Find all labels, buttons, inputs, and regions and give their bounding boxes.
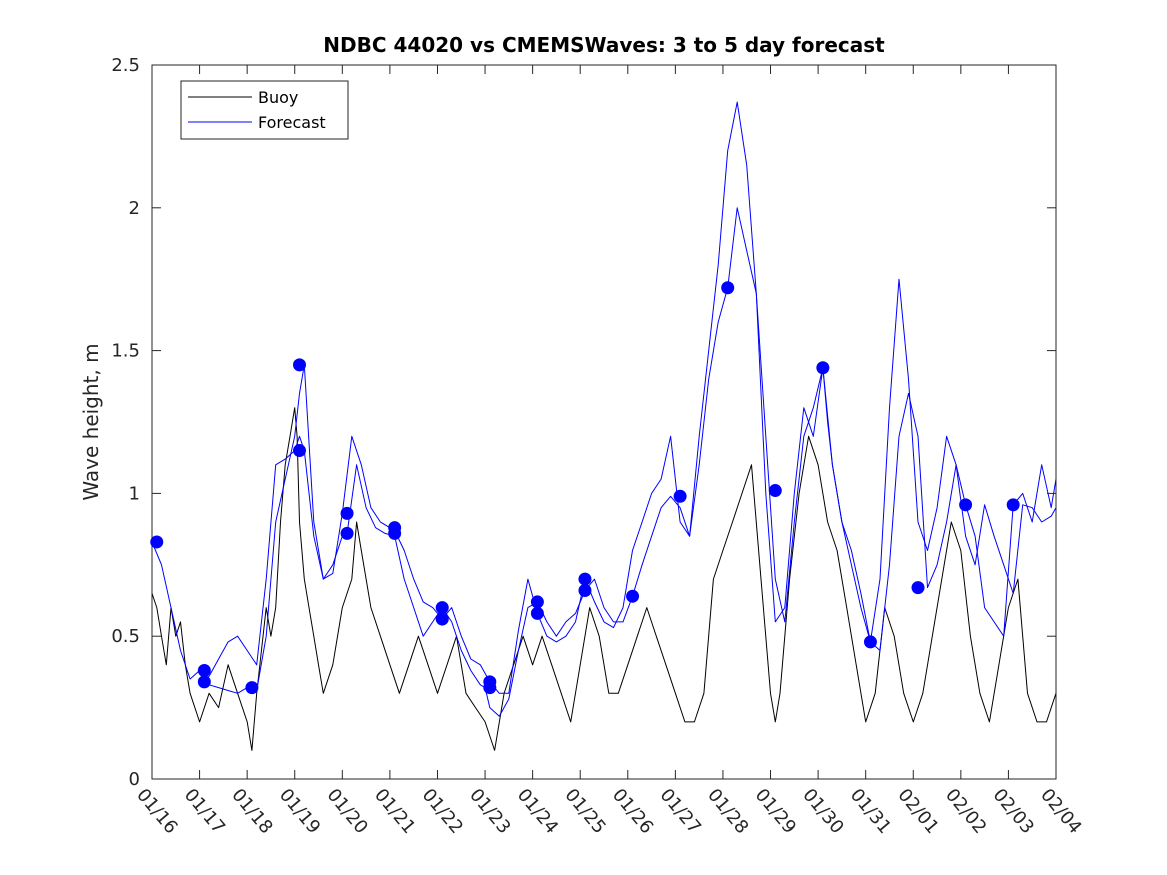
forecast-point xyxy=(197,663,211,677)
x-tick-label: 01/23 xyxy=(465,785,514,838)
x-tick-label: 01/18 xyxy=(227,785,276,838)
forecast-point xyxy=(673,489,687,503)
forecast-point xyxy=(388,526,402,540)
marker-layer xyxy=(150,281,1020,695)
series-layer xyxy=(151,101,1057,751)
plot-area xyxy=(151,64,1057,780)
x-tick-label: 01/17 xyxy=(180,785,229,838)
legend-box xyxy=(180,80,349,140)
forecast-series-line xyxy=(199,101,1057,694)
forecast-point xyxy=(150,535,164,549)
forecast-point xyxy=(530,606,544,620)
chart-title: NDBC 44020 vs CMEMSWaves: 3 to 5 day for… xyxy=(323,33,885,57)
forecast-point xyxy=(863,635,877,649)
forecast-point xyxy=(530,595,544,609)
forecast-point xyxy=(1006,498,1020,512)
forecast-point xyxy=(435,612,449,626)
forecast-point xyxy=(197,675,211,689)
x-tick-label: 02/04 xyxy=(1036,785,1085,838)
x-tick-label: 01/20 xyxy=(322,785,371,838)
forecast-point xyxy=(578,572,592,586)
legend-label-forecast: Forecast xyxy=(258,113,326,132)
forecast-point xyxy=(768,484,782,498)
y-tick-label: 0 xyxy=(129,769,140,790)
x-tick-label: 01/26 xyxy=(608,785,657,838)
x-tick-label: 01/29 xyxy=(751,785,800,838)
y-tick-label: 0.5 xyxy=(111,626,140,647)
forecast-point xyxy=(245,681,259,695)
x-tick-label: 01/16 xyxy=(132,785,181,838)
x-tick-label: 01/22 xyxy=(418,785,467,838)
x-tick-label: 01/24 xyxy=(513,785,562,838)
legend-label-buoy: Buoy xyxy=(258,88,298,107)
forecast-point xyxy=(340,506,354,520)
forecast-point xyxy=(340,526,354,540)
x-tick-label: 01/28 xyxy=(703,785,752,838)
forecast-series-line xyxy=(151,207,1057,717)
forecast-point xyxy=(292,444,306,458)
x-tick-label: 01/19 xyxy=(275,785,324,838)
x-tick-label: 01/30 xyxy=(798,785,847,838)
x-tick-label: 02/02 xyxy=(941,785,990,838)
legend: Buoy Forecast xyxy=(180,80,349,140)
y-tick-label: 1.5 xyxy=(111,341,140,362)
x-tick-label: 02/03 xyxy=(989,785,1038,838)
y-tick-label: 2 xyxy=(129,198,140,219)
y-axis-title: Wave height, m xyxy=(79,343,103,500)
forecast-point xyxy=(816,361,830,375)
y-tick-label: 2.5 xyxy=(111,55,140,76)
forecast-point xyxy=(292,358,306,372)
x-tick-label: 02/01 xyxy=(893,785,942,838)
x-tick-label: 01/21 xyxy=(370,785,419,838)
forecast-point xyxy=(435,601,449,615)
forecast-point xyxy=(959,498,973,512)
x-tick-label: 01/31 xyxy=(846,785,895,838)
forecast-point xyxy=(578,584,592,598)
forecast-point xyxy=(626,589,640,603)
x-tick-label: 01/27 xyxy=(656,785,705,838)
forecast-point xyxy=(483,681,497,695)
forecast-point xyxy=(721,281,735,295)
y-tick-label: 1 xyxy=(129,483,140,504)
forecast-point xyxy=(911,581,925,595)
x-tick-label: 01/25 xyxy=(560,785,609,838)
